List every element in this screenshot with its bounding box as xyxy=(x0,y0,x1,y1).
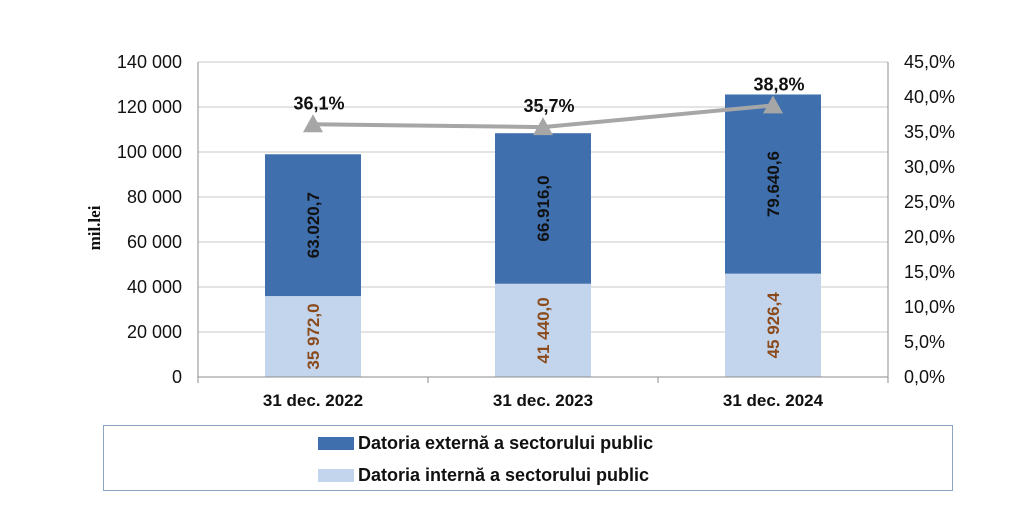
bar-internal xyxy=(725,273,821,377)
y-axis-title: mil.lei xyxy=(85,205,104,250)
legend-label-external: Datoria externă a sectorului public xyxy=(358,432,654,453)
y-tick-label: 0 xyxy=(172,367,182,387)
ratio-line: 36,1% 35,7% 38,8% xyxy=(293,74,805,136)
legend: Datoria externă a sectorului public Dato… xyxy=(103,425,953,491)
bar-label-external: 79.640,6 xyxy=(764,151,783,217)
legend-item-internal: Datoria internă a sectorului public xyxy=(318,464,649,486)
y-tick-label: 140 000 xyxy=(117,52,182,72)
bar-label-external: 63.020,7 xyxy=(304,192,323,258)
y2-tick-label: 5,0% xyxy=(904,332,945,352)
legend-item-external: Datoria externă a sectorului public xyxy=(318,432,653,454)
bar-external xyxy=(265,154,361,297)
y2-tick-label: 40,0% xyxy=(904,87,955,107)
y-tick-label: 20 000 xyxy=(127,322,182,342)
y2-tick-label: 25,0% xyxy=(904,192,955,212)
y-tick-label: 60 000 xyxy=(127,232,182,252)
y2-tick-label: 30,0% xyxy=(904,157,955,177)
y-tick-label: 100 000 xyxy=(117,142,182,162)
y2-tick-label: 20,0% xyxy=(904,227,955,247)
bar-label-external: 66.916,0 xyxy=(534,175,553,241)
bars: 35 972,0 63.020,7 41 440,0 66.916,0 45 926,4… xyxy=(265,94,821,377)
bar-label-internal: 45 926,4 xyxy=(764,292,783,359)
ratio-label: 36,1% xyxy=(293,93,344,113)
y2-tick-label: 35,0% xyxy=(904,122,955,142)
bar-external xyxy=(495,133,591,284)
bar-label-internal: 35 972,0 xyxy=(304,303,323,369)
ratio-marker xyxy=(533,117,553,136)
axes: 0 20 000 40 000 60 000 80 000 100 000 120 000 1… xyxy=(117,52,955,410)
y-tick-label: 120 000 xyxy=(117,97,182,117)
bar-label-internal: 41 440,0 xyxy=(534,297,553,363)
bar-internal xyxy=(495,283,591,377)
y2-tick-label: 10,0% xyxy=(904,297,955,317)
y2-tick-label: 45,0% xyxy=(904,52,955,72)
legend-label-internal: Datoria internă a sectorului public xyxy=(358,464,650,485)
legend-swatch-external xyxy=(318,436,354,450)
chart: 35 972,0 63.020,7 41 440,0 66.916,0 45 926,4… xyxy=(85,52,955,410)
ratio-label: 35,7% xyxy=(523,96,574,116)
y-tick-label: 80 000 xyxy=(127,187,182,207)
ratio-marker xyxy=(303,114,323,133)
y2-tick-label: 15,0% xyxy=(904,262,955,282)
x-tick-label: 31 dec. 2023 xyxy=(493,391,593,410)
x-tick-label: 31 dec. 2022 xyxy=(263,391,363,410)
bar-internal xyxy=(265,296,361,377)
ratio-marker xyxy=(763,95,783,114)
y2-tick-label: 0,0% xyxy=(904,367,945,387)
y-tick-label: 40 000 xyxy=(127,277,182,297)
bar-external xyxy=(725,94,821,274)
ratio-label: 38,8% xyxy=(753,74,804,94)
x-tick-label: 31 dec. 2024 xyxy=(723,391,824,410)
legend-swatch-internal xyxy=(318,468,354,482)
